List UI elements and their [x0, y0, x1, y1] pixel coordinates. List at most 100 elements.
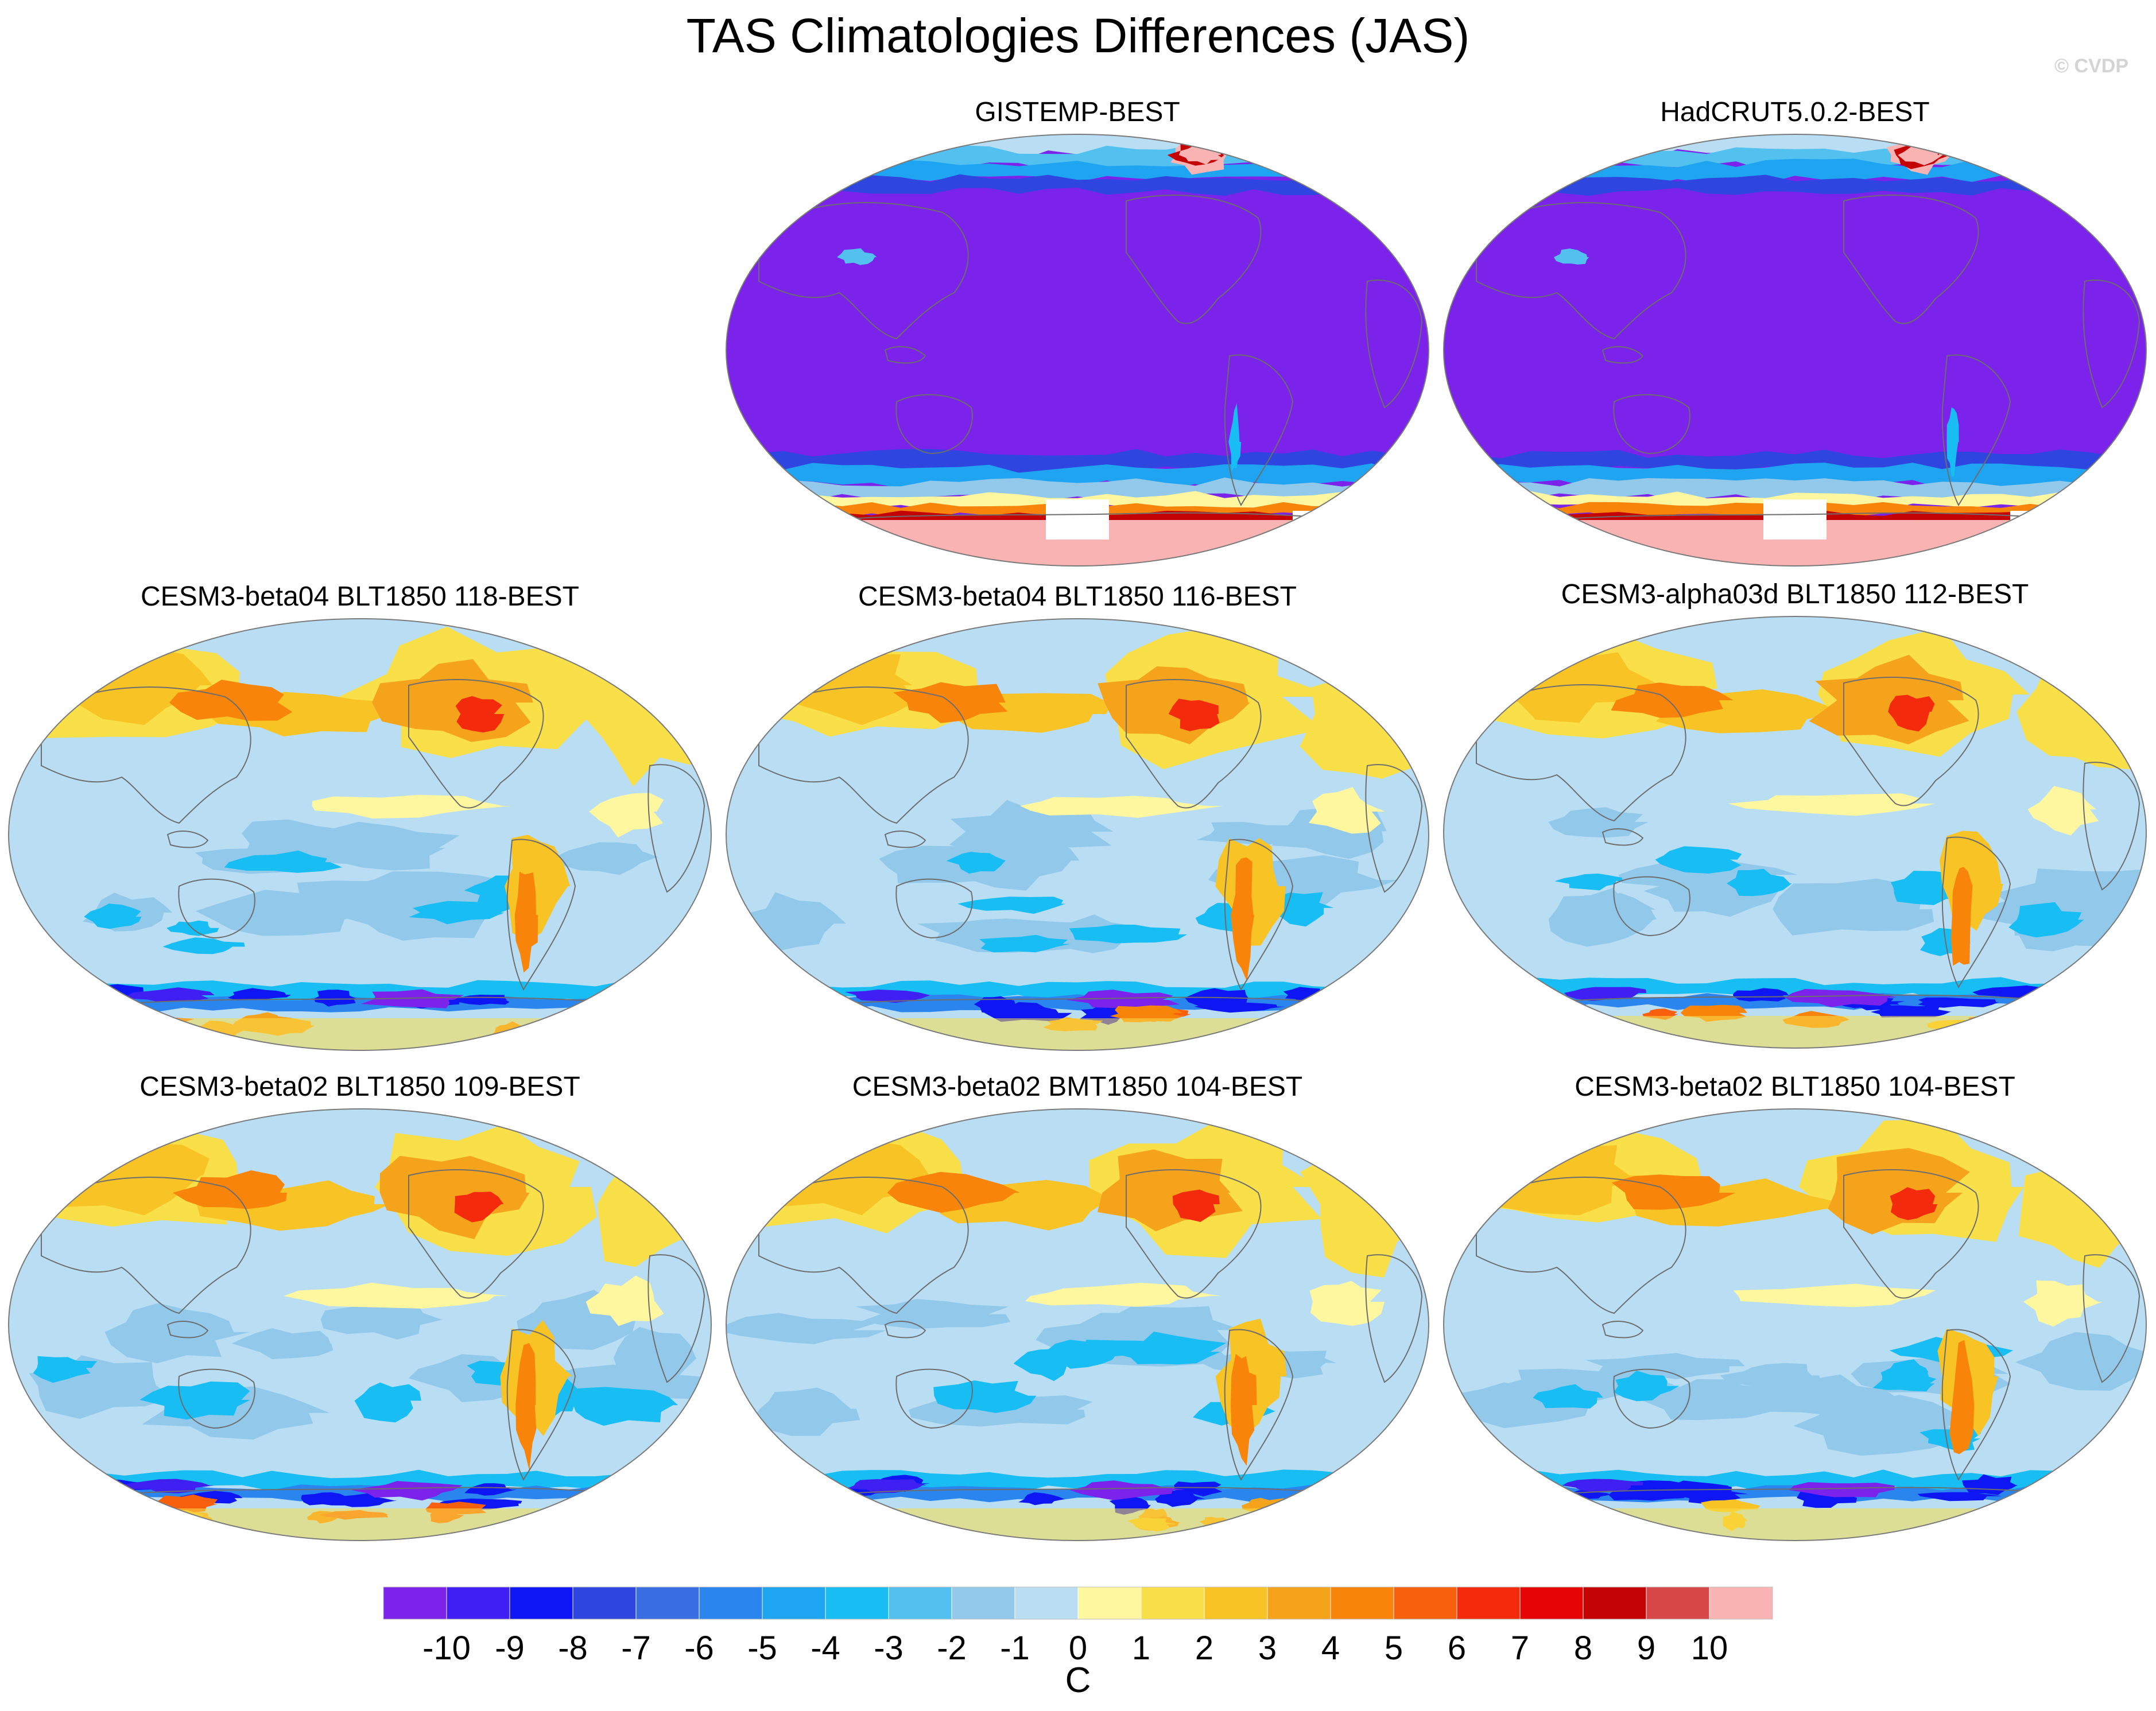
map-border: [726, 618, 1429, 1051]
warm-anomaly: [155, 1025, 198, 1037]
ocean-anomaly: [554, 842, 659, 875]
ocean-anomaly: [1069, 924, 1188, 944]
colorbar-box: [1077, 1586, 1142, 1620]
coastline: [1613, 1368, 1690, 1429]
ocean-anomaly: [231, 1328, 334, 1359]
warm-anomaly: [827, 1509, 862, 1526]
warm-anomaly: [1728, 793, 1936, 816]
colorbar-box: [1014, 1586, 1079, 1620]
map-field: [726, 1109, 1429, 1541]
southern-band: [726, 980, 1429, 1003]
warm-anomaly: [1733, 1283, 1936, 1308]
map-field: [1444, 616, 2146, 1048]
antarctic-fill: [1444, 1016, 2146, 1048]
warm-anomaly: [514, 871, 538, 973]
cold-anomaly: [1562, 1479, 1643, 1492]
cold-anomaly: [614, 1496, 707, 1514]
warm-anomaly: [1828, 1148, 1970, 1235]
colorbar-box: [1519, 1586, 1584, 1620]
panel-title: HadCRUT5.0.2-BEST: [1660, 97, 1930, 127]
warm-anomaly: [1230, 1353, 1257, 1466]
colorbar-box: [1709, 1586, 1773, 1620]
cold-anomaly: [101, 1492, 133, 1511]
ocean-anomaly: [1880, 1359, 1930, 1387]
cold-anomaly: [1608, 1489, 1692, 1501]
warm-anomaly: [2025, 1506, 2070, 1527]
coastline: [506, 839, 576, 991]
ocean-anomaly: [1720, 1363, 1821, 1388]
colorbar-box: [951, 1586, 1015, 1620]
southern-band: [726, 994, 1429, 1012]
map-field: [9, 1109, 711, 1541]
panel-title: CESM3-alpha03d BLT1850 112-BEST: [1561, 579, 2029, 610]
panel-beta04-116-best: CESM3-beta04 BLT1850 116-BEST: [724, 581, 1430, 1052]
colorbar-box: [699, 1586, 763, 1620]
cold-anomaly: [1455, 982, 1536, 1000]
cold-anomaly: [437, 1498, 522, 1510]
colorbar-box: [1330, 1586, 1394, 1620]
cold-anomaly: [1459, 998, 1550, 1015]
warm-anomaly: [1951, 867, 1973, 966]
coastline: [166, 831, 209, 848]
warm-anomaly: [1946, 1516, 1986, 1531]
coastline: [1941, 354, 2011, 507]
colorbar-box: [1141, 1586, 1205, 1620]
ocean-anomaly: [1561, 893, 1657, 932]
coastline: [41, 1177, 251, 1314]
coastline: [1476, 202, 1686, 340]
warm-anomaly: [1809, 654, 1969, 744]
warm-anomaly: [515, 1343, 537, 1471]
antarctic-fill: [726, 1018, 1429, 1050]
cold-anomaly: [790, 1494, 842, 1512]
cold-anomaly: [65, 991, 139, 1006]
ocean-anomaly: [139, 1381, 250, 1420]
warm-anomaly: [1168, 699, 1220, 731]
missing-data: [1046, 499, 1109, 540]
ocean-anomaly: [1060, 1340, 1185, 1356]
coastline: [2083, 280, 2141, 409]
cold-anomaly: [60, 990, 119, 1006]
coastline: [1843, 677, 1979, 806]
ocean-anomaly: [957, 897, 1066, 914]
cold-anomaly: [1069, 1480, 1186, 1500]
cold-anomaly: [314, 990, 357, 1007]
cold-anomaly: [1785, 989, 1898, 1007]
cold-anomaly: [360, 989, 464, 1008]
warm-anomaly: [284, 1282, 509, 1309]
antarctic-fill: [726, 1508, 1429, 1541]
warm-anomaly: [1308, 787, 1385, 834]
coastline: [895, 878, 973, 939]
coastline: [1613, 394, 1690, 455]
cold-anomaly: [1065, 990, 1180, 1008]
cold-anomaly: [1564, 987, 1647, 1001]
coastline: [884, 1321, 926, 1338]
warm-anomaly: [312, 794, 511, 819]
antarctic-fill: [9, 1018, 711, 1050]
map-border: [1443, 616, 2147, 1049]
coastline: [895, 394, 973, 455]
antarctic-fill: [1444, 1508, 2146, 1541]
arctic-band: [1444, 174, 2146, 196]
map-field: [9, 619, 711, 1050]
arctic-band: [726, 174, 1429, 196]
panel-beta02-blt-104-best: CESM3-beta02 BLT1850 104-BEST: [1442, 1071, 2148, 1542]
ocean-anomaly: [33, 1356, 98, 1383]
cold-anomaly: [1732, 988, 1789, 1002]
ocean-anomaly: [354, 1382, 421, 1423]
cold-anomaly: [1870, 1005, 1952, 1018]
andes-anomaly: [1228, 403, 1242, 472]
ocean-anomaly: [1643, 1379, 1785, 1421]
map-field: [726, 619, 1429, 1050]
warm-anomaly: [585, 1275, 664, 1326]
map-plot: [726, 1108, 1429, 1541]
warm-anomaly: [1025, 1282, 1221, 1307]
colorbar-box: [1267, 1586, 1331, 1620]
coastline: [1365, 1254, 1423, 1383]
warm-anomaly: [2009, 1504, 2038, 1517]
missing-data: [1293, 511, 1350, 540]
coastline: [758, 1177, 969, 1314]
panel-title: CESM3-beta02 BLT1850 109-BEST: [139, 1072, 580, 1102]
ocean-anomaly: [104, 1303, 250, 1364]
map-plot: [8, 618, 712, 1051]
warm-anomaly: [379, 1155, 530, 1239]
